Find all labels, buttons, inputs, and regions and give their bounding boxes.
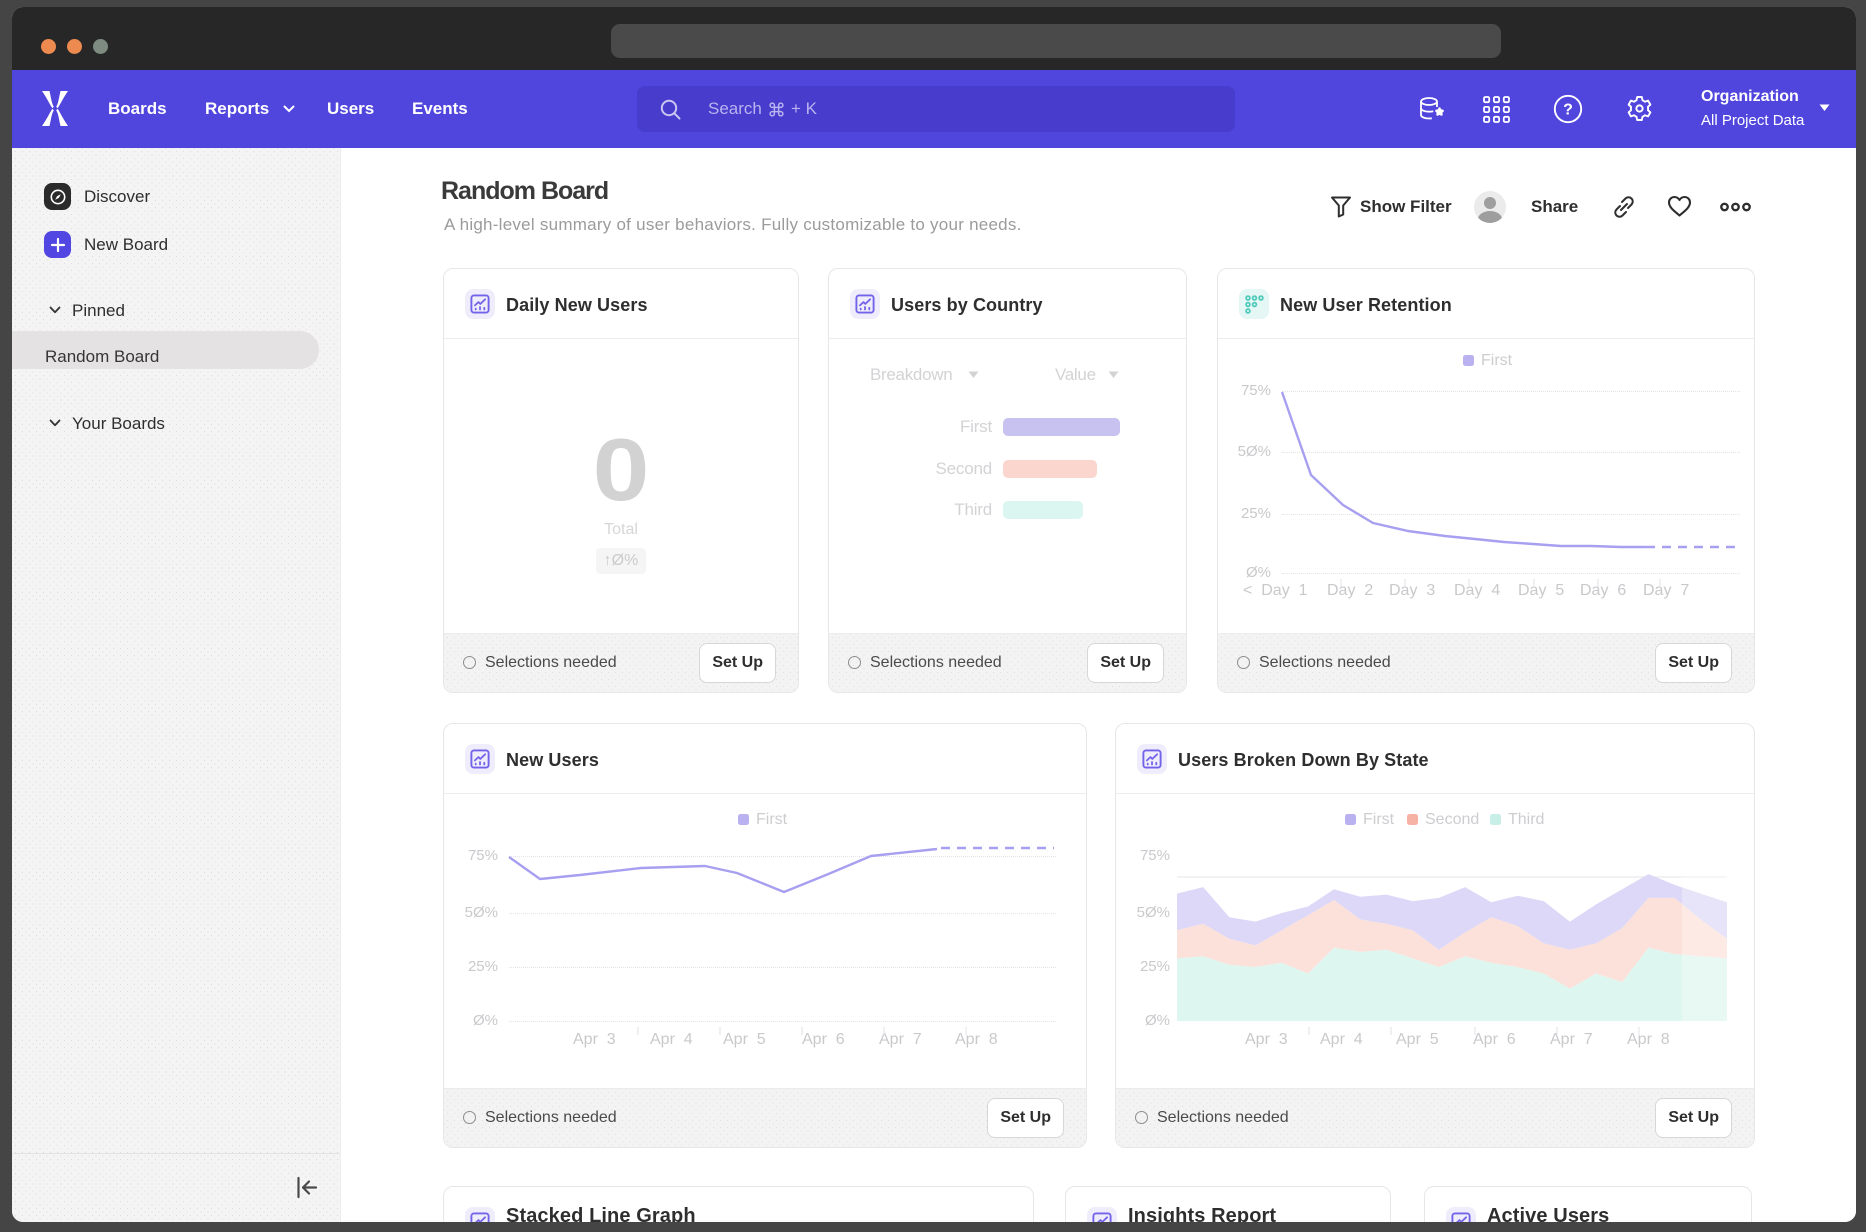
svg-text:?: ? [1563,102,1573,119]
